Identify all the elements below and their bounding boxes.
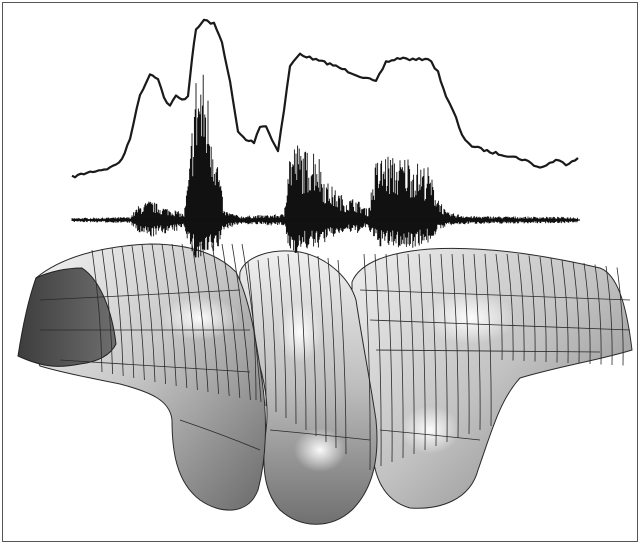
mesh-line (317, 255, 327, 443)
mesh-line (363, 253, 371, 471)
mesh-line (506, 253, 514, 361)
mesh-line (484, 253, 492, 427)
mesh-line (539, 256, 547, 363)
mesh-line (151, 243, 166, 385)
mesh-line (277, 255, 287, 419)
mesh-line (396, 253, 404, 459)
surface-highlight (278, 302, 322, 362)
mesh-line (337, 259, 347, 455)
mesh-line (605, 265, 613, 366)
mesh-line (179, 419, 261, 451)
mesh-line (181, 243, 198, 391)
mesh-line (375, 349, 601, 353)
surface-highlight (424, 292, 516, 344)
mesh-line (39, 289, 241, 301)
mesh-line (201, 243, 219, 395)
intensity-contour-line (71, 18, 579, 179)
mesh-line (171, 243, 188, 389)
surface-highlight (400, 406, 460, 454)
mesh-line (327, 257, 337, 449)
mesh-line (267, 257, 277, 413)
mesh-line (616, 267, 624, 366)
mesh-line (287, 253, 297, 425)
mesh-line (418, 253, 426, 451)
mesh-line (141, 244, 156, 383)
mesh-line (451, 253, 459, 439)
mesh-line (211, 243, 230, 397)
mesh-line (517, 253, 525, 362)
audio-waveform (71, 74, 580, 258)
mesh-line (111, 247, 124, 377)
mesh-line (191, 243, 209, 393)
mesh-line (121, 246, 135, 379)
mesh-line (307, 253, 317, 437)
mesh-line (359, 289, 631, 301)
mesh-line (440, 253, 448, 443)
mesh-line (297, 251, 307, 431)
surface-highlight (160, 296, 240, 340)
mesh-line (161, 243, 177, 387)
mesh-line (269, 429, 371, 441)
mesh-line (473, 253, 481, 431)
mesh-line (369, 319, 631, 331)
mesh-line (528, 255, 536, 362)
mesh-line (101, 248, 113, 375)
mesh-line (221, 243, 241, 399)
mesh-line (407, 253, 415, 455)
mesh-line (59, 359, 251, 373)
mesh-line (374, 253, 382, 467)
mesh-line (247, 261, 257, 401)
surface-highlight (294, 428, 346, 472)
mesh-line (462, 253, 470, 435)
mesh-line (379, 429, 481, 441)
mesh-line (572, 261, 580, 364)
mesh-line (495, 253, 503, 361)
mesh-line (583, 262, 591, 365)
surface-grid-lines (39, 243, 631, 471)
mesh-line (594, 264, 602, 365)
mesh-line (385, 253, 393, 463)
mesh-line (257, 259, 267, 407)
mesh-line (231, 243, 251, 401)
mesh-line (429, 253, 437, 447)
mesh-line (91, 249, 103, 373)
surface-mesh (17, 243, 633, 525)
